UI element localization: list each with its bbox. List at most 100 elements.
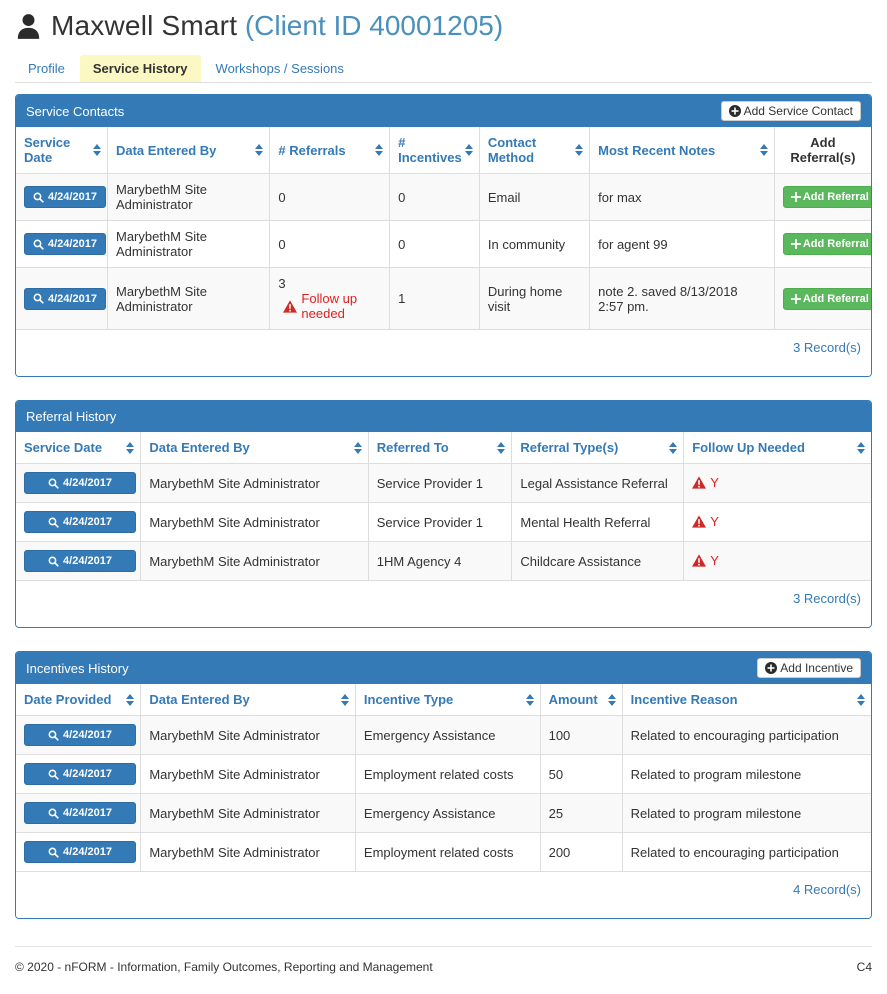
column-header[interactable]: # Referrals bbox=[269, 127, 391, 174]
column-header[interactable]: Most Recent Notes bbox=[589, 127, 775, 174]
column-header[interactable]: Date Provided bbox=[16, 684, 142, 716]
record-date: 4/24/2017 bbox=[63, 729, 112, 741]
sort-icon[interactable] bbox=[497, 441, 506, 454]
column-header-label: Amount bbox=[548, 692, 598, 707]
sort-icon[interactable] bbox=[375, 144, 384, 156]
cell-amount: 25 bbox=[539, 793, 623, 833]
person-icon bbox=[15, 12, 42, 41]
record-date: 4/24/2017 bbox=[48, 292, 97, 305]
cell-referral_types: Legal Assistance Referral bbox=[511, 463, 685, 503]
view-record-button[interactable]: 4/24/2017 bbox=[24, 550, 136, 572]
cell-incentive_reason: Related to program milestone bbox=[621, 793, 871, 833]
column-header[interactable]: Data Entered By bbox=[140, 432, 369, 464]
column-header[interactable]: Data Entered By bbox=[140, 684, 356, 716]
view-record-button[interactable]: 4/24/2017 bbox=[24, 233, 106, 255]
panel-title: Incentives History bbox=[26, 660, 129, 676]
search-icon bbox=[48, 556, 59, 567]
sort-icon[interactable] bbox=[759, 144, 768, 156]
column-header-label: Referred To bbox=[376, 440, 449, 455]
add-service-contact-button[interactable]: Add Service Contact bbox=[720, 101, 861, 121]
view-record-button[interactable]: 4/24/2017 bbox=[24, 511, 136, 533]
sort-icon[interactable] bbox=[353, 441, 362, 454]
sort-icon[interactable] bbox=[340, 693, 349, 706]
column-header[interactable]: Incentive Type bbox=[354, 684, 541, 716]
column-header-label: Follow Up Needed bbox=[692, 440, 805, 455]
add-referral-button[interactable]: Add Referral bbox=[782, 186, 871, 208]
plus-icon bbox=[790, 293, 801, 304]
cell-incentives: 0 bbox=[389, 220, 480, 268]
column-header[interactable]: Amount bbox=[539, 684, 623, 716]
column-header[interactable]: Service Date bbox=[16, 432, 142, 464]
column-header[interactable]: # Incentives bbox=[389, 127, 480, 174]
sort-icon[interactable] bbox=[255, 144, 264, 156]
tab-workshops-sessions[interactable]: Workshops / Sessions bbox=[215, 61, 344, 76]
cell-incentive_reason: Related to encouraging participation bbox=[621, 832, 871, 872]
sort-icon[interactable] bbox=[607, 693, 616, 706]
view-record-button[interactable]: 4/24/2017 bbox=[24, 186, 106, 208]
column-header[interactable]: Incentive Reason bbox=[621, 684, 871, 716]
view-record-button[interactable]: 4/24/2017 bbox=[24, 472, 136, 494]
table-row: 4/24/2017 MarybethM Site Administrator 0 0 I… bbox=[16, 220, 871, 268]
column-header: Add Referral(s) bbox=[773, 127, 871, 174]
add-referral-button[interactable]: Add Referral bbox=[782, 233, 871, 255]
panel-service-contacts: Service Contacts Add Service Contact Ser… bbox=[15, 94, 872, 377]
page-footer: © 2020 - nFORM - Information, Family Out… bbox=[15, 946, 872, 994]
panel-referral-history-heading: Referral History bbox=[16, 401, 871, 432]
search-icon bbox=[33, 239, 44, 250]
sort-icon[interactable] bbox=[857, 441, 865, 454]
sort-icon[interactable] bbox=[92, 144, 101, 156]
column-header[interactable]: Follow Up Needed bbox=[683, 432, 871, 464]
cell-date_provided: 4/24/2017 bbox=[16, 754, 142, 794]
column-header[interactable]: Referred To bbox=[367, 432, 513, 464]
view-record-button[interactable]: 4/24/2017 bbox=[24, 802, 136, 824]
column-header[interactable]: Data Entered By bbox=[106, 127, 271, 174]
view-record-button[interactable]: 4/24/2017 bbox=[24, 724, 136, 746]
view-record-button[interactable]: 4/24/2017 bbox=[24, 841, 136, 863]
cell-incentive_reason: Related to encouraging participation bbox=[621, 715, 871, 755]
cell-service_date: 4/24/2017 bbox=[16, 173, 108, 221]
cell-follow_up: Y bbox=[683, 541, 871, 581]
sort-icon[interactable] bbox=[669, 441, 678, 454]
warning-icon bbox=[692, 514, 707, 528]
record-date: 4/24/2017 bbox=[63, 555, 112, 567]
tab-service-history[interactable]: Service History bbox=[79, 55, 201, 82]
cell-service_date: 4/24/2017 bbox=[16, 502, 142, 542]
column-header[interactable]: Service Date bbox=[16, 127, 108, 174]
search-icon bbox=[48, 478, 59, 489]
cell-incentives: 1 bbox=[389, 267, 480, 330]
cell-addbtn: Add Referral bbox=[773, 267, 871, 330]
follow-up-value: Y bbox=[710, 552, 719, 568]
plus-icon bbox=[790, 192, 801, 202]
follow-up-value: Y bbox=[710, 474, 719, 490]
footer-page-code: C4 bbox=[856, 960, 872, 974]
warning-icon bbox=[283, 299, 298, 313]
add-incentive-button[interactable]: Add Incentive bbox=[757, 658, 861, 678]
cell-data_entered_by: MarybethM Site Administrator bbox=[106, 173, 271, 221]
cell-amount: 200 bbox=[539, 832, 623, 872]
sort-icon[interactable] bbox=[857, 693, 865, 706]
column-header-label: Add Referral(s) bbox=[790, 135, 856, 165]
column-header[interactable]: Referral Type(s) bbox=[511, 432, 685, 464]
sort-icon[interactable] bbox=[464, 144, 473, 156]
add-service-contact-label: Add Service Contact bbox=[743, 104, 853, 118]
cell-data_entered_by: MarybethM Site Administrator bbox=[140, 463, 369, 503]
referral-count: 3 bbox=[278, 276, 286, 291]
sort-icon[interactable] bbox=[126, 441, 135, 454]
cell-incentive_type: Emergency Assistance bbox=[354, 715, 541, 755]
sort-icon[interactable] bbox=[575, 144, 584, 156]
cell-contact_method: During home visit bbox=[478, 267, 591, 330]
column-header-label: # Incentives bbox=[398, 135, 462, 165]
add-referral-label: Add Referral bbox=[802, 238, 869, 250]
add-referral-button[interactable]: Add Referral bbox=[782, 287, 871, 310]
sort-icon[interactable] bbox=[126, 693, 135, 706]
cell-data_entered_by: MarybethM Site Administrator bbox=[140, 793, 356, 833]
table-row: 4/24/2017 MarybethM Site Administrator Emp… bbox=[16, 832, 871, 872]
sort-icon[interactable] bbox=[525, 693, 534, 706]
search-icon bbox=[33, 192, 44, 203]
plus-icon bbox=[790, 239, 801, 249]
view-record-button[interactable]: 4/24/2017 bbox=[24, 763, 136, 785]
view-record-button[interactable]: 4/24/2017 bbox=[24, 287, 106, 310]
cell-most_recent_notes: note 2. saved 8/13/2018 2:57 pm. bbox=[589, 267, 775, 330]
tab-profile[interactable]: Profile bbox=[28, 61, 65, 76]
column-header[interactable]: Contact Method bbox=[478, 127, 591, 174]
